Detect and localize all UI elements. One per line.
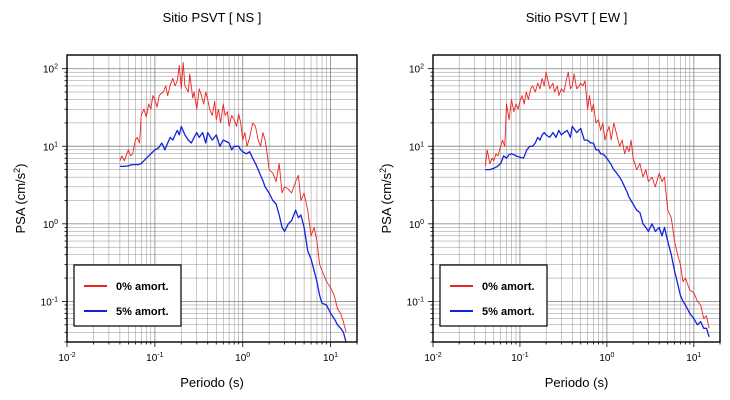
series-line-undamped xyxy=(484,71,710,329)
x-tick-label: 10-2 xyxy=(58,352,75,364)
x-tick-label: 100 xyxy=(599,352,614,364)
x-axis-label: Periodo (s) xyxy=(180,375,244,390)
chart-panel-2: 10-2 10-1 100 101 10-1 100 101 102 Sitio PSVT [ … xyxy=(378,10,721,390)
x-tick-label: 10-2 xyxy=(424,352,441,364)
plot-frame xyxy=(66,54,358,343)
x-tick-label: 10-1 xyxy=(511,352,528,364)
plot-frame xyxy=(432,54,721,343)
y-tick-label: 101 xyxy=(43,141,58,153)
legend-box xyxy=(439,264,548,327)
legend: 0% amort. 5% amort. xyxy=(439,264,548,327)
x-tick-label: 100 xyxy=(235,352,250,364)
chart-title: Sitio PSVT [ EW ] xyxy=(526,10,628,25)
legend: 0% amort. 5% amort. xyxy=(73,264,182,327)
legend-label: 5% amort. xyxy=(482,306,535,318)
series-line-damped xyxy=(485,125,710,337)
x-tick-label: 101 xyxy=(686,352,701,364)
x-axis-label: Periodo (s) xyxy=(545,375,609,390)
y-tick-label: 101 xyxy=(409,141,424,153)
x-tick-label: 10-1 xyxy=(146,352,163,364)
grid xyxy=(66,55,358,343)
y-tick-label: 102 xyxy=(409,64,424,76)
legend-label: 0% amort. xyxy=(116,281,169,293)
chart-panel-1: 10-2 10-1 100 101 10-1 100 101 102 Sitio PSVT [ … xyxy=(12,10,358,390)
y-tick-label: 10-1 xyxy=(41,296,58,308)
legend-label: 0% amort. xyxy=(482,281,535,293)
x-tick-label: 101 xyxy=(323,352,338,364)
legend-box xyxy=(73,264,182,327)
series-line-undamped xyxy=(119,62,347,333)
chart-title: Sitio PSVT [ NS ] xyxy=(163,10,262,25)
y-tick-label: 100 xyxy=(43,219,58,231)
legend-label: 5% amort. xyxy=(116,306,169,318)
y-tick-label: 10-1 xyxy=(407,296,424,308)
y-axis-label: PSA (cm/s2) xyxy=(378,163,394,233)
series-line-damped xyxy=(119,125,347,343)
y-tick-label: 102 xyxy=(43,64,58,76)
y-tick-label: 100 xyxy=(409,219,424,231)
y-axis-label: PSA (cm/s2) xyxy=(12,163,28,233)
